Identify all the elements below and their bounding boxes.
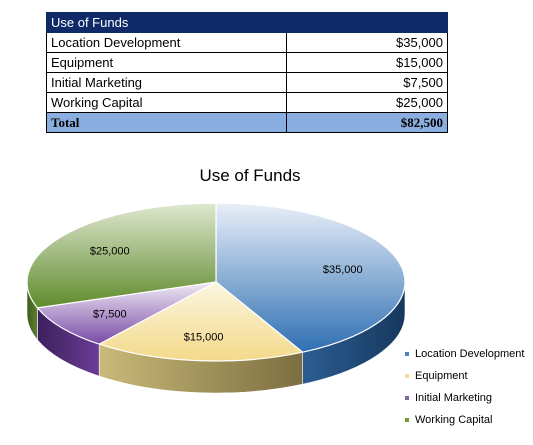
- legend-swatch: [405, 396, 409, 400]
- pie-slice-working-capital: [26, 202, 217, 309]
- legend-label: Initial Marketing: [415, 392, 493, 404]
- data-label-working-capital: $25,000: [90, 245, 130, 257]
- row-label: Working Capital: [46, 92, 287, 113]
- table-row: Working Capital $25,000: [46, 92, 448, 113]
- legend-label: Working Capital: [415, 414, 493, 426]
- pie-slice-location-development: [215, 202, 406, 353]
- table-header-row: Use of Funds: [46, 12, 448, 33]
- data-label-initial-marketing: $7,500: [93, 309, 127, 321]
- use-of-funds-table: Use of Funds Location Development $35,00…: [46, 12, 448, 133]
- legend-item-initial-marketing: Initial Marketing: [405, 387, 524, 409]
- pie-slice-initial-marketing: [36, 281, 217, 345]
- table-total-row: Total $82,500: [46, 112, 448, 133]
- total-label: Total: [46, 112, 287, 133]
- data-label-equipment: $15,000: [184, 331, 224, 343]
- legend-item-equipment: Equipment: [405, 365, 524, 387]
- legend-label: Location Development: [415, 348, 525, 360]
- pie-slice-equipment: [98, 281, 304, 362]
- data-label-location-development: $35,000: [323, 264, 363, 276]
- legend-swatch: [405, 374, 409, 378]
- row-label: Location Development: [46, 32, 287, 53]
- total-value: $82,500: [286, 112, 448, 133]
- legend-item-working-capital: Working Capital: [405, 409, 524, 431]
- legend-swatch: [405, 418, 409, 422]
- row-label: Initial Marketing: [46, 72, 287, 93]
- table-row: Location Development $35,000: [46, 32, 448, 53]
- chart-legend: Location Development Equipment Initial Mar…: [405, 343, 524, 431]
- chart-title: Use of Funds: [199, 166, 301, 185]
- table-header: Use of Funds: [46, 12, 448, 33]
- legend-item-location-development: Location Development: [405, 343, 524, 365]
- legend-label: Equipment: [415, 370, 468, 382]
- legend-swatch: [405, 352, 409, 356]
